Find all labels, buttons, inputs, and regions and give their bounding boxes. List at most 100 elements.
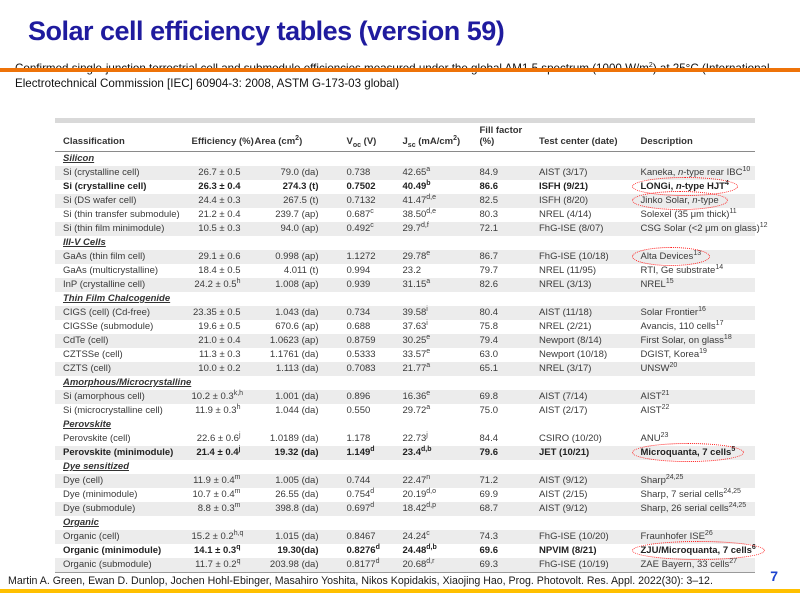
cell-voc: 0.8759	[324, 333, 395, 348]
cell-description: First Solar, on glass18	[632, 334, 755, 348]
cell-description: Fraunhofer ISE26	[632, 530, 755, 544]
table-row: Si (crystalline cell) 26.7 ± 0.5 79.0 (da)…	[55, 166, 755, 180]
cell-area: 1.113 (da)	[254, 361, 325, 376]
section-row: Dye sensitized	[55, 460, 755, 474]
cell-voc: 1.149d	[324, 446, 395, 460]
cell-efficiency: 10.0 ± 0.2	[191, 361, 255, 376]
cell-description: Alta Devices13	[631, 246, 755, 266]
cell-center: ISFH (8/20)	[531, 193, 633, 208]
cell-classification: Si (amorphous cell)	[55, 389, 192, 404]
section-title: Dye sensitized	[63, 460, 129, 472]
description-text: AIST21	[640, 389, 670, 402]
cell-classification: CdTe (cell)	[55, 333, 192, 348]
intro-text: Confirmed single-junction terrestrial ce…	[15, 62, 770, 91]
cell-efficiency: 18.4 ± 0.5	[198, 264, 241, 276]
cell-description: ANU23	[633, 432, 756, 446]
cell-center: NPVIM (8/21)	[539, 544, 597, 556]
cell-voc: 0.7132	[324, 193, 395, 208]
cell-area: 1.043 (da)	[254, 305, 325, 320]
cell-efficiency: 10.5 ± 0.3	[191, 221, 255, 236]
cell-classification: Si (thin transfer submodule)	[63, 208, 180, 220]
cell-classification: Perovskite (cell)	[63, 432, 131, 444]
cell-efficiency: 21.0 ± 0.4	[191, 333, 255, 348]
cell-center: AIST (2/17)	[539, 404, 588, 416]
cell-area: 19.32 (da)	[254, 445, 325, 460]
cell-jsc: 21.77a	[394, 362, 472, 376]
cell-jsc: 23.4d,b	[394, 446, 472, 460]
cell-jsc: 39.58i	[394, 306, 472, 320]
section-row: Silicon	[55, 151, 755, 166]
table-row: Si (thin film minimodule) 10.5 ± 0.3 94.0 …	[55, 221, 768, 236]
cell-jsc: 30.25e	[394, 334, 472, 348]
cell-efficiency: 8.8 ± 0.3m	[191, 502, 255, 516]
column-header-4: Voc (V)	[324, 120, 395, 152]
column-header-3: Area (cm2)	[254, 120, 325, 152]
description-text: Kaneka, n-type rear IBC10	[640, 165, 751, 178]
cell-voc: 0.492c	[324, 222, 395, 236]
cell-description: CSG Solar (<2 μm on glass)12	[632, 222, 768, 236]
cell-center: AIST (2/15)	[539, 488, 588, 500]
cell-center: JET (10/21)	[531, 445, 633, 460]
cell-classification: Organic (minimodule)	[63, 544, 162, 556]
table-header-row: Classification Efficiency (%) Area (cm2) Vo…	[55, 120, 755, 152]
table-row: Perovskite (minimodule) 21.4 ± 0.4j 19.32 …	[55, 442, 755, 462]
cell-efficiency: 29.1 ± 0.6	[191, 249, 255, 264]
efficiency-table: Classification Efficiency (%) Area (cm2) Vo…	[55, 118, 768, 573]
table-row: Perovskite (cell) 22.6 ± 0.6j 1.0189 (da) 1…	[55, 432, 755, 446]
cell-ff: 84.9	[471, 165, 531, 180]
cell-voc: 1.178	[346, 432, 371, 444]
cell-jsc: 31.15a	[394, 278, 472, 292]
description-text: RTI, Ge substrate14	[640, 263, 724, 276]
cell-area: 1.005 (da)	[254, 473, 325, 488]
page-number: 7	[770, 568, 778, 584]
cell-description: Kaneka, n-type rear IBC10	[632, 165, 755, 180]
red-dotted-ellipse	[631, 442, 745, 462]
column-header-2: Efficiency (%)	[191, 120, 255, 152]
cell-area: 1.008 (ap)	[254, 277, 325, 292]
cell-center: Newport (8/14)	[531, 333, 633, 348]
cell-ff: 82.6	[471, 277, 531, 292]
cell-voc: 0.7502	[346, 180, 376, 192]
cell-jsc: 40.49b	[402, 179, 431, 192]
cell-classification: Dye (minimodule)	[63, 488, 138, 500]
cell-efficiency: 23.35 ± 0.5	[191, 305, 255, 320]
cell-center: ISFH (9/21)	[539, 180, 589, 192]
cell-voc: 0.8467	[324, 529, 395, 544]
description-text: Sharp24,25	[640, 473, 684, 486]
column-header-8: Description	[632, 120, 755, 152]
cell-efficiency: 11.7 ± 0.2q	[191, 558, 255, 573]
cell-jsc: 38.50d,e	[402, 207, 437, 220]
cell-description: Jinko Solar, n-type	[631, 190, 755, 210]
section-row: Perovskite	[55, 418, 755, 432]
table-row: Dye (submodule) 8.8 ± 0.3m 398.8 (da) 0.697…	[55, 502, 755, 516]
cell-ff: 69.3	[471, 557, 531, 573]
cell-description: Sharp, 26 serial cells24,25	[632, 501, 755, 516]
table-row: CdTe (cell) 21.0 ± 0.4 1.0623 (ap) 0.8759 30…	[55, 334, 755, 348]
cell-ff: 68.7	[471, 501, 531, 516]
cell-area: 398.8 (da)	[254, 501, 325, 516]
cell-description: ZJU/Microquanta, 7 cells6	[631, 540, 765, 560]
cell-jsc: 29.78e	[394, 250, 472, 264]
description-text: Alta Devices13	[631, 246, 711, 266]
cell-ff: 71.2	[471, 473, 531, 488]
cell-ff: 86.6	[479, 180, 499, 192]
cell-ff: 80.3	[479, 208, 499, 220]
cell-description: LONGi, n-type HJT4	[631, 176, 756, 196]
description-text: Sharp, 26 serial cells24,25	[640, 501, 747, 514]
cell-voc: 0.550	[346, 404, 371, 416]
table-row: GaAs (thin film cell) 29.1 ± 0.6 0.998 (ap…	[55, 246, 755, 266]
cell-voc: 0.7083	[324, 361, 395, 376]
cell-area: 203.98 (da)	[254, 557, 325, 573]
section-row: Organic	[55, 516, 755, 530]
cell-classification: InP (crystalline cell)	[55, 277, 192, 292]
cell-classification: CZTSSe (cell)	[63, 348, 123, 360]
cell-jsc: 37.63i	[402, 319, 428, 332]
cell-center: FhG-ISE (8/07)	[531, 221, 633, 236]
description-text: ZJU/Microquanta, 7 cells6	[631, 540, 765, 560]
cell-description: AIST22	[633, 404, 756, 418]
table-row: Si (microcrystalline cell) 11.9 ± 0.3h 1.0…	[55, 404, 755, 418]
cell-voc: 0.8177d	[324, 558, 395, 573]
cell-center: FhG-ISE (10/19)	[531, 557, 633, 573]
table-body: Silicon Si (crystalline cell) 26.7 ± 0.5 79…	[55, 151, 768, 573]
